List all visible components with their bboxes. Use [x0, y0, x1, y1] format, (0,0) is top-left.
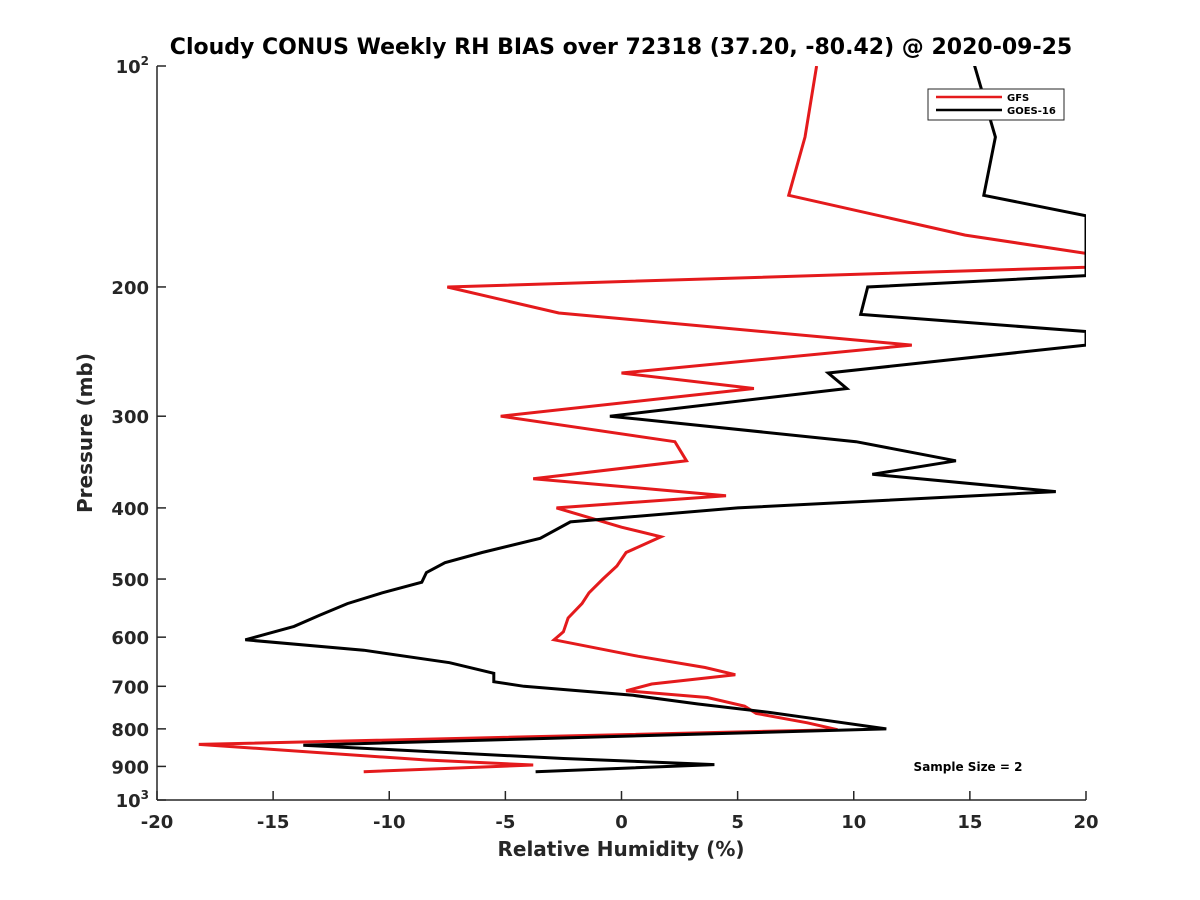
- y-tick-label: 500: [111, 570, 149, 591]
- x-axis-label: Relative Humidity (%): [497, 837, 744, 861]
- legend-label-goes16: GOES-16: [1007, 106, 1056, 117]
- y-tick-label: 103: [116, 788, 149, 812]
- chart-title: Cloudy CONUS Weekly RH BIAS over 72318 (…: [170, 35, 1072, 60]
- y-tick-label: 400: [111, 499, 149, 520]
- x-tick-label: 20: [1073, 812, 1098, 833]
- sample-size-annotation: Sample Size = 2: [914, 760, 1023, 774]
- legend-label-gfs: GFS: [1007, 93, 1029, 104]
- y-tick-label: 600: [111, 628, 149, 649]
- y-axis-label: Pressure (mb): [73, 353, 97, 513]
- x-tick-label: 5: [731, 812, 744, 833]
- x-tick-label: -10: [373, 812, 406, 833]
- y-tick-label: 800: [111, 720, 149, 741]
- x-tick-label: 15: [957, 812, 982, 833]
- y-tick-label: 900: [111, 757, 149, 778]
- x-tick-label: -20: [141, 812, 174, 833]
- y-tick-label: 102: [116, 54, 149, 78]
- y-tick-label: 200: [111, 278, 149, 299]
- x-tick-label: -5: [495, 812, 515, 833]
- y-tick-label: 700: [111, 677, 149, 698]
- y-ticks: 102 200 300 400 500 600 700 800 900 103: [111, 54, 166, 812]
- x-ticks: -20 -15 -10 -5 0 5 10 15 20: [141, 791, 1099, 833]
- y-tick-label: 300: [111, 407, 149, 428]
- series-layer: [198, 66, 1086, 774]
- legend-box: [927, 88, 1065, 121]
- legend: GFS GOES-16: [927, 88, 1065, 121]
- x-tick-label: -15: [257, 812, 290, 833]
- series-line-goes16: [244, 66, 1086, 774]
- x-tick-label: 10: [841, 812, 866, 833]
- x-tick-label: 0: [615, 812, 628, 833]
